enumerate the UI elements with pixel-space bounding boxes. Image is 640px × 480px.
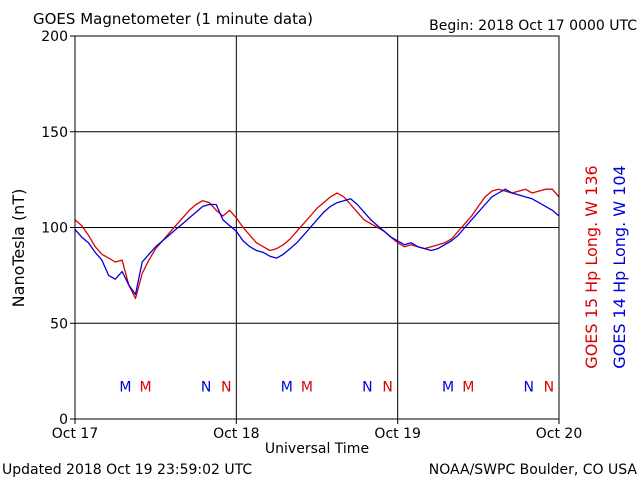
legend-goes15: GOES 15 Hp Long. W 136 xyxy=(582,165,601,368)
chart-title: GOES Magnetometer (1 minute data) xyxy=(33,10,313,28)
y-tick-label: 200 xyxy=(41,29,68,45)
data-source: NOAA/SWPC Boulder, CO USA xyxy=(429,462,638,478)
x-tick-label: Oct 17 xyxy=(52,426,98,442)
event-marker-m: M xyxy=(301,379,313,395)
x-axis-label: Universal Time xyxy=(265,441,369,457)
event-marker-n: N xyxy=(362,379,372,395)
event-marker-n: N xyxy=(221,379,231,395)
y-axis-label: NanoTesla (nT) xyxy=(9,189,28,308)
y-tick-label: 150 xyxy=(41,125,68,141)
begin-time: Begin: 2018 Oct 17 0000 UTC xyxy=(429,18,637,34)
event-marker-m: M xyxy=(140,379,152,395)
event-marker-n: N xyxy=(544,379,554,395)
event-marker-m: M xyxy=(462,379,474,395)
event-marker-n: N xyxy=(382,379,392,395)
legend-goes14: GOES 14 Hp Long. W 104 xyxy=(610,165,629,368)
series-line-goes14 xyxy=(74,188,560,296)
x-tick-label: Oct 20 xyxy=(536,426,582,442)
event-marker-m: M xyxy=(119,379,131,395)
event-marker-m: M xyxy=(281,379,293,395)
event-marker-n: N xyxy=(524,379,534,395)
y-axis-ticks: 0 50 100 150 200 xyxy=(41,29,75,428)
x-axis-ticks: Oct 17 Oct 18 Oct 19 Oct 20 xyxy=(52,419,582,442)
series-line-goes15 xyxy=(74,188,560,300)
y-tick-label: 100 xyxy=(41,221,68,237)
grid xyxy=(75,36,559,419)
y-tick-label: 0 xyxy=(59,412,68,428)
y-tick-label: 50 xyxy=(50,316,68,332)
updated-timestamp: Updated 2018 Oct 19 23:59:02 UTC xyxy=(2,462,252,478)
series-lines xyxy=(74,188,560,300)
event-marker-n: N xyxy=(201,379,211,395)
x-tick-label: Oct 19 xyxy=(374,426,420,442)
event-marker-m: M xyxy=(442,379,454,395)
x-tick-label: Oct 18 xyxy=(213,426,259,442)
